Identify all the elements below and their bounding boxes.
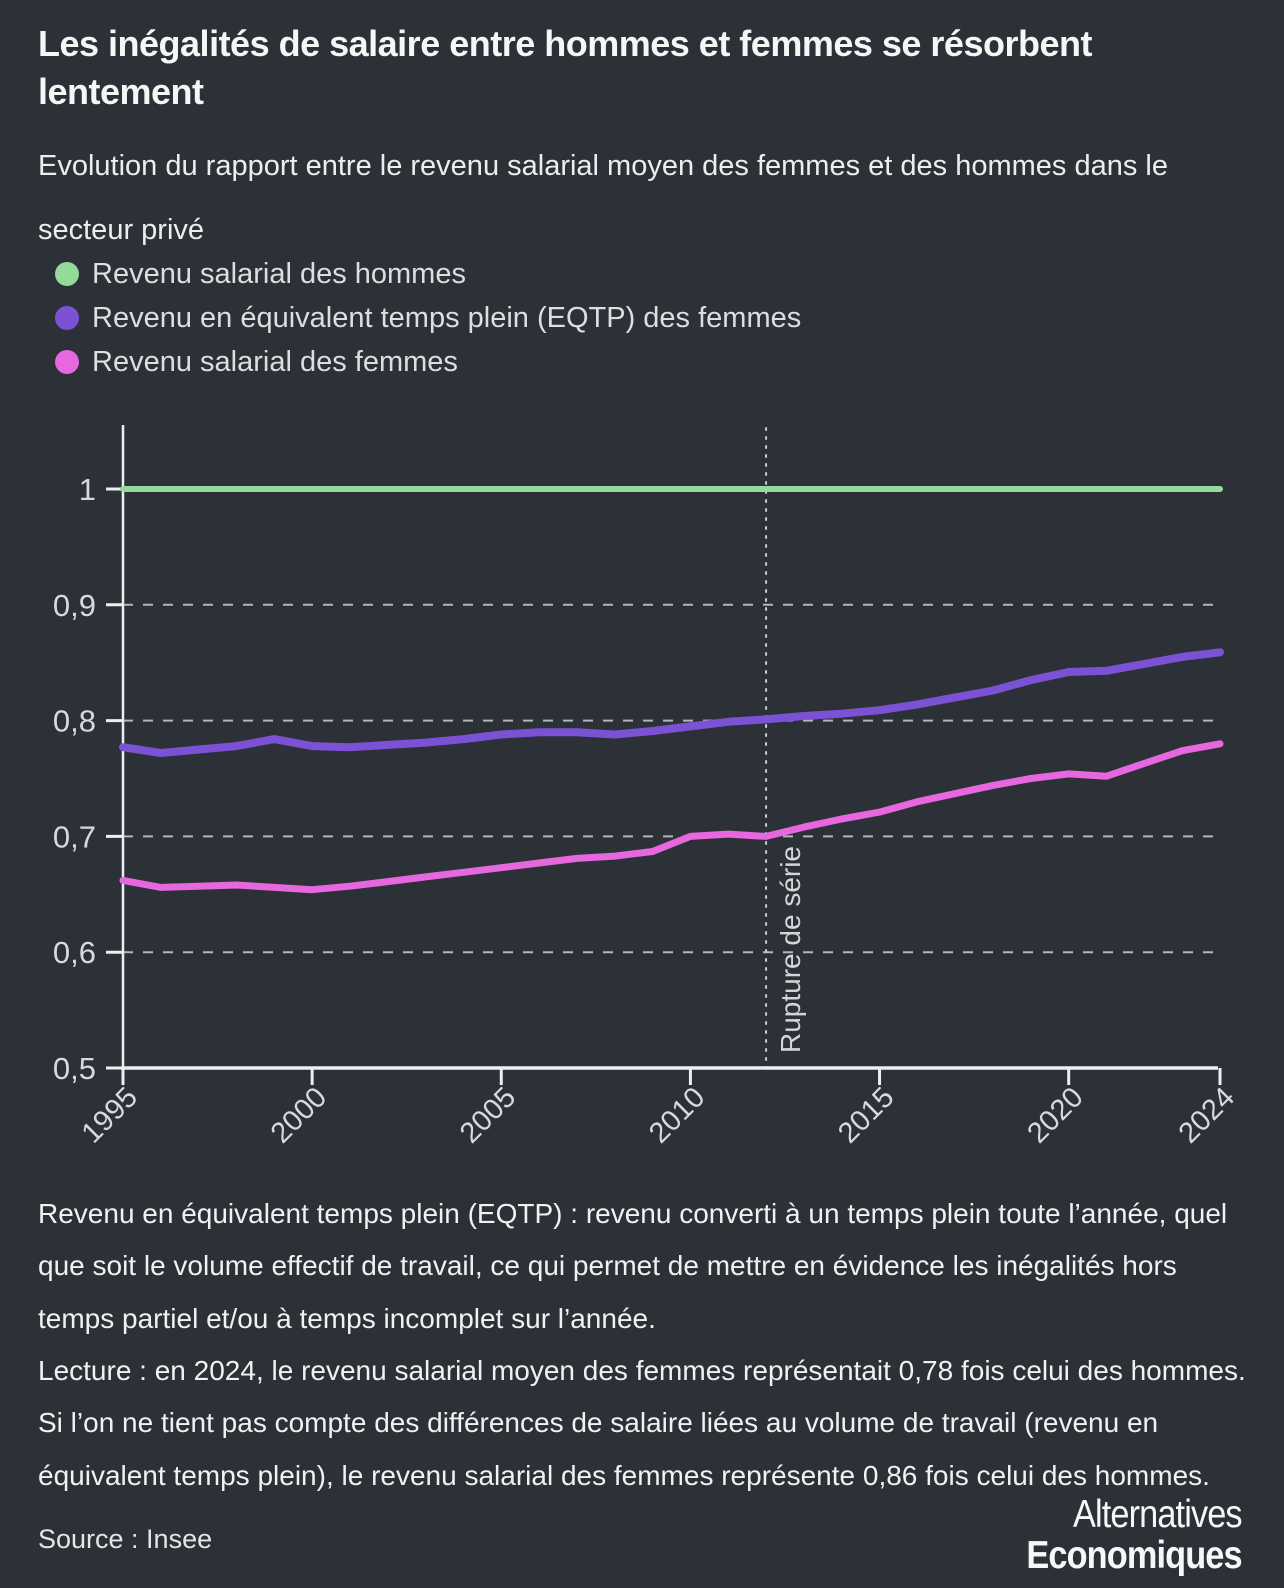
legend-label-eqtp-femmes: Revenu en équivalent temps plein (EQTP) … bbox=[92, 301, 802, 334]
y-tick-label: 0,5 bbox=[53, 1051, 96, 1086]
logo-line2: Economiques bbox=[1026, 1534, 1243, 1577]
legend-label-hommes: Revenu salarial des hommes bbox=[92, 257, 466, 290]
page-title: Les inégalités de salaire entre hommes e… bbox=[38, 23, 1092, 112]
x-tick-label: 1995 bbox=[76, 1081, 144, 1149]
x-tick-label: 2015 bbox=[832, 1081, 900, 1149]
x-tick-label: 2020 bbox=[1021, 1081, 1089, 1149]
legend-dot-green-icon bbox=[55, 262, 79, 286]
chart-subtitle: Evolution du rapport entre le revenu sal… bbox=[38, 150, 1168, 246]
note-lecture: Lecture : en 2024, le revenu salarial mo… bbox=[38, 1355, 1246, 1491]
legend-item-eqtp-femmes: Revenu en équivalent temps plein (EQTP) … bbox=[55, 296, 801, 340]
publisher-logo: Alternatives Economiques bbox=[1026, 1493, 1243, 1577]
legend-item-salarial-femmes: Revenu salarial des femmes bbox=[55, 340, 801, 384]
series-line-salarial-femmes bbox=[119, 740, 1224, 894]
x-tick-label: 2005 bbox=[454, 1081, 522, 1149]
notes: Revenu en équivalent temps plein (EQTP) … bbox=[38, 1188, 1256, 1502]
series-line-eqtp-femmes bbox=[119, 648, 1224, 757]
legend: Revenu salarial des hommes Revenu en équ… bbox=[55, 252, 801, 384]
y-tick-label: 0,9 bbox=[53, 588, 96, 623]
x-tick-label: 2024 bbox=[1173, 1081, 1241, 1149]
y-tick-label: 0,6 bbox=[53, 935, 96, 970]
rupture-label: Rupture de série bbox=[775, 846, 806, 1053]
legend-item-hommes: Revenu salarial des hommes bbox=[55, 252, 801, 296]
y-tick-label: 0,8 bbox=[53, 704, 96, 739]
y-tick-label: 0,7 bbox=[53, 819, 96, 854]
note-definition: Revenu en équivalent temps plein (EQTP) … bbox=[38, 1198, 1228, 1334]
source-label: Source : Insee bbox=[38, 1524, 213, 1554]
legend-dot-pink-icon bbox=[55, 350, 79, 374]
legend-label-salarial-femmes: Revenu salarial des femmes bbox=[92, 345, 458, 378]
y-tick-label: 1 bbox=[79, 472, 96, 507]
x-tick-label: 2000 bbox=[265, 1081, 333, 1149]
x-tick-label: 2010 bbox=[643, 1081, 711, 1149]
logo-line1: Alternatives bbox=[1073, 1493, 1243, 1536]
legend-dot-purple-icon bbox=[55, 306, 79, 330]
